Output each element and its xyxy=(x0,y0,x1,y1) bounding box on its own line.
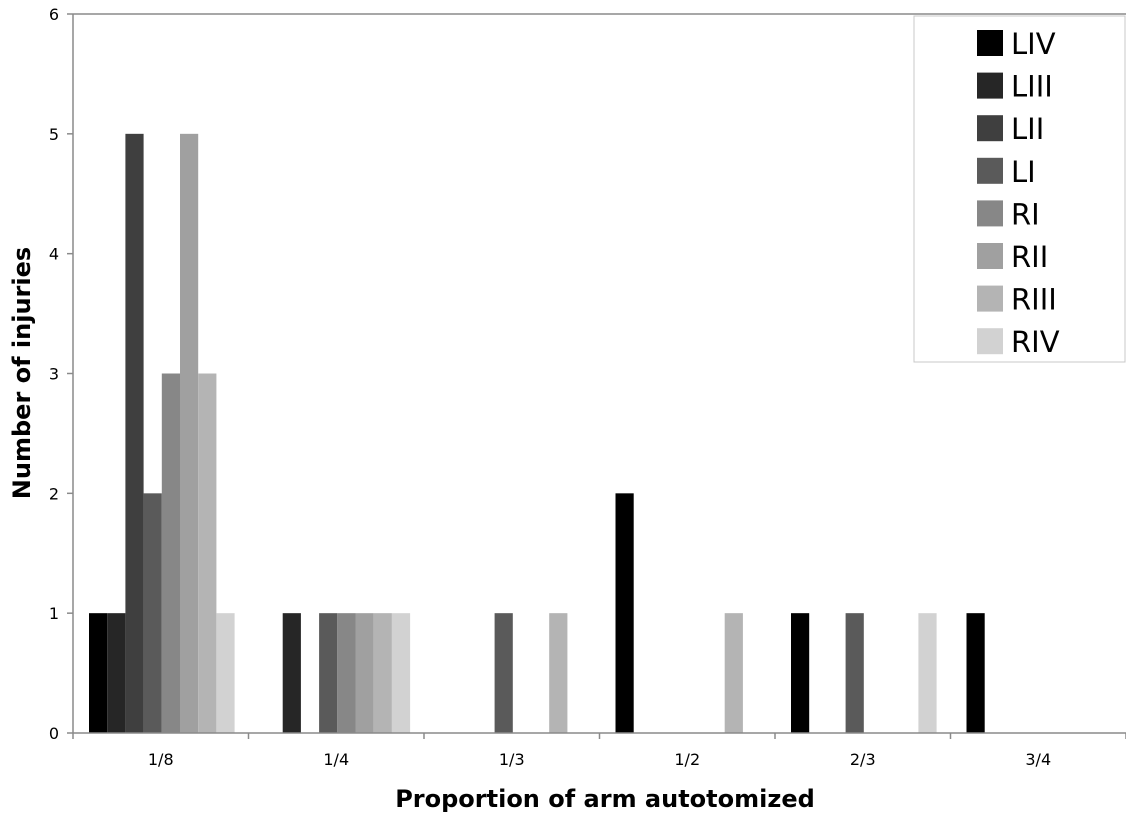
legend-swatch-li xyxy=(977,157,1003,184)
x-tick-label: 1/8 xyxy=(148,750,174,769)
x-tick-label: 1/2 xyxy=(674,750,700,769)
bar-riv-1-4 xyxy=(391,613,411,733)
y-tick-labels: 0 1 2 3 4 5 6 xyxy=(49,5,59,743)
x-tick-labels: 1/8 1/4 1/3 1/2 2/3 3/4 xyxy=(148,750,1051,769)
legend-label-riv: RIV xyxy=(1011,325,1060,359)
y-axis-title: Number of injuries xyxy=(8,247,36,499)
bar-li-2-3 xyxy=(845,613,864,733)
bar-riv-2-3 xyxy=(918,613,937,733)
x-tick-label: 3/4 xyxy=(1025,750,1051,769)
bar-liv-1-2 xyxy=(615,493,634,733)
bar-liii-1-4 xyxy=(282,613,301,733)
legend-swatch-riv xyxy=(977,328,1003,355)
legend-swatch-ri xyxy=(977,200,1003,227)
bar-riii-1-2 xyxy=(724,613,743,733)
legend-label-liii: LIII xyxy=(1011,70,1053,104)
legend-swatch-liv xyxy=(977,30,1003,56)
bar-ri-1-8 xyxy=(161,373,180,733)
bar-liv-3-4 xyxy=(966,613,985,733)
x-tick-label: 2/3 xyxy=(850,750,876,769)
bar-liv-1-8 xyxy=(89,613,108,733)
bar-li-1-4 xyxy=(319,613,338,733)
y-tick-label: 4 xyxy=(49,245,59,264)
legend-box xyxy=(913,15,1126,363)
x-tick-label: 1/4 xyxy=(323,750,349,769)
x-tick-label: 1/3 xyxy=(499,750,525,769)
legend-label-rii: RII xyxy=(1011,240,1048,274)
bar-lii-1-8 xyxy=(125,133,144,733)
bar-riii-1-4 xyxy=(373,613,392,733)
bar-li-1-8 xyxy=(143,493,162,733)
x-axis-title: Proportion of arm autotomized xyxy=(395,785,815,813)
bar-liv-2-3 xyxy=(791,613,810,733)
legend-label-ri: RI xyxy=(1011,197,1040,231)
bar-rii-1-8 xyxy=(180,133,199,733)
bars-layer xyxy=(89,133,985,733)
axes-layer xyxy=(67,13,1126,739)
y-tick-label: 0 xyxy=(49,724,59,743)
y-tick-label: 3 xyxy=(49,365,59,384)
legend-label-liv: LIV xyxy=(1011,27,1056,61)
bar-riii-1-3 xyxy=(549,613,568,733)
y-tick-label: 1 xyxy=(49,604,59,623)
y-tick-label: 5 xyxy=(49,125,59,144)
legend-label-riii: RIII xyxy=(1011,283,1057,317)
bar-rii-1-4 xyxy=(355,613,374,733)
legend-swatch-liii xyxy=(977,72,1003,99)
bar-riii-1-8 xyxy=(198,373,217,733)
bar-ri-1-4 xyxy=(337,613,356,733)
legend-label-li: LI xyxy=(1011,155,1036,189)
y-tick-label: 6 xyxy=(49,5,59,24)
legend-swatch-riii xyxy=(977,285,1003,312)
legend-swatch-lii xyxy=(977,115,1003,142)
bar-riv-1-8 xyxy=(216,613,235,733)
bar-liii-1-8 xyxy=(107,613,126,733)
legend-swatch-rii xyxy=(977,243,1003,269)
bar-li-1-3 xyxy=(494,613,513,733)
legend: LIV LIII LII LI RI RII RIII RIV xyxy=(913,15,1126,363)
y-tick-label: 2 xyxy=(49,484,59,503)
legend-label-lii: LII xyxy=(1011,112,1044,146)
